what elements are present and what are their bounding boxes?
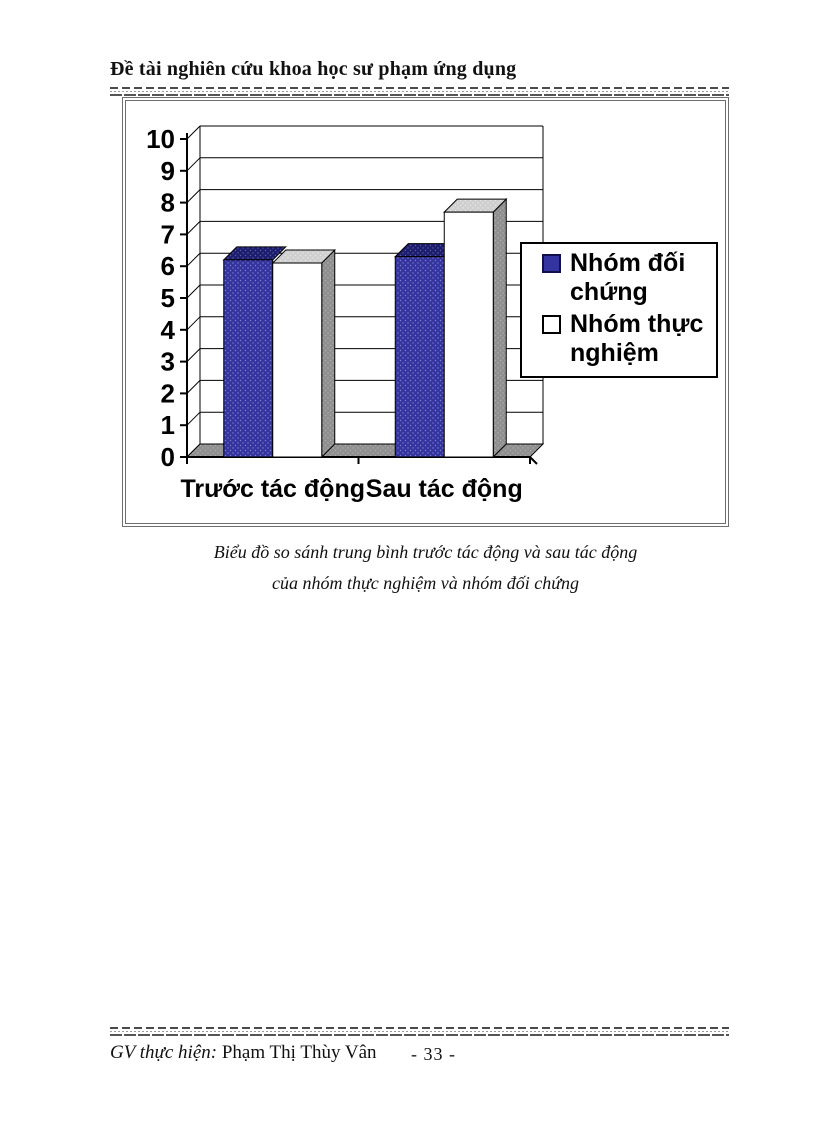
page-title: Đề tài nghiên cứu khoa học sư phạm ứng d… — [110, 58, 517, 80]
bar-doi-chung-0 — [223, 259, 274, 458]
header-divider — [110, 87, 729, 96]
svg-text:5: 5 — [161, 283, 175, 313]
page-number: - 33 - — [411, 1044, 456, 1064]
footer-role-label: GV thực hiện: — [110, 1042, 218, 1063]
category-label-1: Sau tác động — [366, 475, 523, 503]
legend-swatch-doi-chung-icon — [542, 254, 561, 273]
bar-thuc-nghiem-1 — [443, 211, 494, 458]
svg-text:10: 10 — [146, 124, 175, 154]
legend-item-doi-chung: Nhóm đối chứng — [542, 249, 714, 307]
category-label-0: Trước tác động — [180, 475, 365, 503]
svg-text:3: 3 — [161, 347, 175, 377]
svg-text:8: 8 — [161, 188, 175, 218]
svg-text:6: 6 — [161, 251, 175, 281]
svg-text:1: 1 — [161, 410, 175, 440]
svg-text:9: 9 — [161, 156, 175, 186]
bar-thuc-nghiem-0 — [272, 262, 323, 458]
legend-label-doi-chung: Nhóm đối chứng — [570, 249, 686, 306]
caption-line-2: của nhóm thực nghiệm và nhóm đối chứng — [271, 573, 580, 593]
chart-legend: Nhóm đối chứng Nhóm thực nghiệm — [520, 242, 718, 378]
bar-doi-chung-1 — [394, 256, 445, 458]
bar-group-0 — [222, 246, 336, 459]
footer-author: Phạm Thị Thùy Vân — [221, 1042, 377, 1063]
svg-text:4: 4 — [161, 315, 176, 345]
chart-caption: Biểu đồ so sánh trung bình trước tác độn… — [122, 537, 729, 599]
legend-item-thuc-nghiem: Nhóm thực nghiệm — [542, 310, 714, 368]
bar-group-1 — [394, 197, 508, 459]
legend-label-thuc-nghiem: Nhóm thực nghiệm — [570, 310, 704, 367]
caption-line-1: Biểu đồ so sánh trung bình trước tác độn… — [213, 542, 638, 562]
svg-text:2: 2 — [161, 378, 175, 408]
footer-divider — [110, 1027, 729, 1036]
footer-credit: GV thực hiện: Phạm Thị Thùy Vân — [110, 1042, 377, 1064]
svg-text:0: 0 — [161, 442, 175, 472]
svg-text:7: 7 — [161, 219, 175, 249]
legend-swatch-thuc-nghiem-icon — [542, 315, 561, 334]
